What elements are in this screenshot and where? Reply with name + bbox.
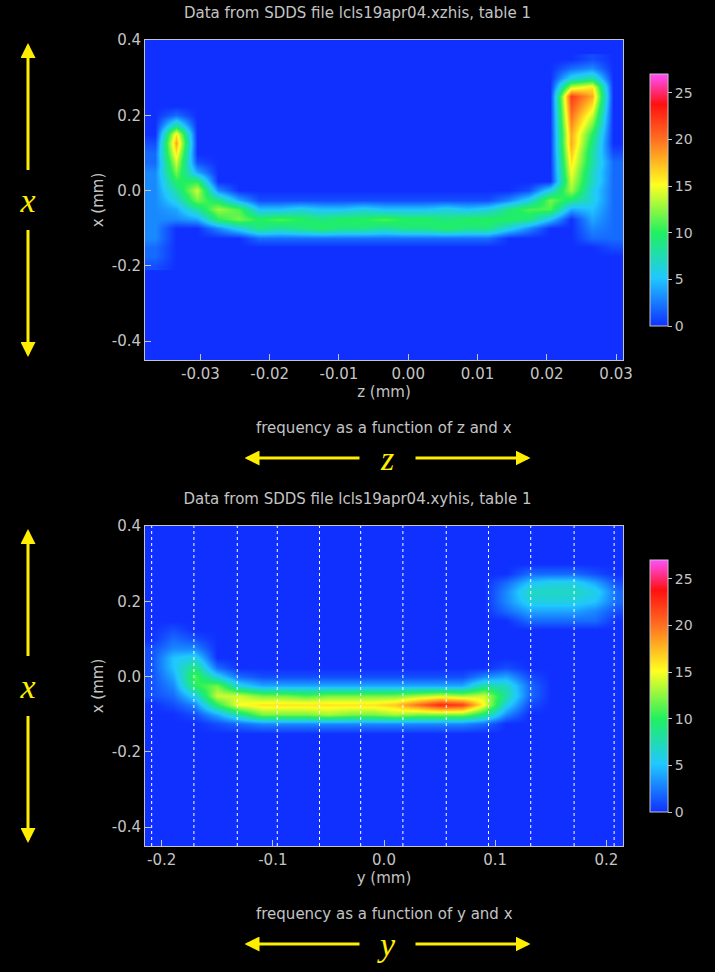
svg-text:0: 0	[675, 804, 684, 820]
svg-text:15: 15	[675, 664, 693, 680]
svg-text:0.0: 0.0	[372, 851, 396, 869]
svg-text:x: x	[19, 182, 35, 219]
svg-text:z (mm): z (mm)	[357, 383, 411, 401]
svg-text:20: 20	[675, 131, 693, 147]
svg-text:5: 5	[675, 757, 684, 773]
svg-text:0.4: 0.4	[117, 31, 141, 49]
svg-text:y (mm): y (mm)	[357, 869, 412, 887]
svg-text:0.2: 0.2	[594, 851, 618, 869]
svg-text:0.2: 0.2	[117, 593, 141, 611]
svg-text:25: 25	[675, 571, 693, 587]
svg-text:20: 20	[675, 617, 693, 633]
svg-text:frequency as a function of y a: frequency as a function of y and x	[256, 905, 513, 923]
svg-text:frequency as a function of z a: frequency as a function of z and x	[256, 419, 512, 437]
svg-text:25: 25	[675, 85, 693, 101]
svg-text:-0.2: -0.2	[112, 257, 141, 275]
svg-text:0.2: 0.2	[117, 107, 141, 125]
svg-text:0.4: 0.4	[117, 517, 141, 535]
svg-text:-0.2: -0.2	[147, 851, 176, 869]
svg-text:10: 10	[675, 225, 693, 241]
svg-text:0.02: 0.02	[530, 365, 563, 383]
svg-text:5: 5	[675, 271, 684, 287]
svg-text:0.03: 0.03	[599, 365, 632, 383]
svg-text:0.00: 0.00	[392, 365, 425, 383]
svg-text:-0.4: -0.4	[112, 818, 141, 836]
svg-text:-0.03: -0.03	[181, 365, 220, 383]
svg-text:Data from SDDS file lcls19apr0: Data from SDDS file lcls19apr04.xyhis, t…	[183, 490, 531, 508]
svg-text:0.0: 0.0	[117, 182, 141, 200]
svg-text:-0.4: -0.4	[112, 332, 141, 350]
svg-text:-0.2: -0.2	[112, 743, 141, 761]
svg-text:0.0: 0.0	[117, 668, 141, 686]
svg-text:15: 15	[675, 178, 693, 194]
svg-text:10: 10	[675, 711, 693, 727]
svg-text:y: y	[377, 926, 396, 963]
svg-text:z: z	[380, 440, 394, 477]
svg-text:x: x	[19, 668, 35, 705]
svg-text:-0.01: -0.01	[320, 365, 359, 383]
svg-text:0: 0	[675, 318, 684, 334]
svg-text:0.01: 0.01	[461, 365, 494, 383]
svg-text:0.1: 0.1	[483, 851, 507, 869]
svg-text:x (mm): x (mm)	[89, 659, 107, 714]
svg-text:-0.02: -0.02	[250, 365, 289, 383]
svg-text:-0.1: -0.1	[258, 851, 287, 869]
svg-text:Data from SDDS file lcls19apr0: Data from SDDS file lcls19apr04.xzhis, t…	[184, 4, 531, 22]
svg-text:x (mm): x (mm)	[89, 173, 107, 228]
